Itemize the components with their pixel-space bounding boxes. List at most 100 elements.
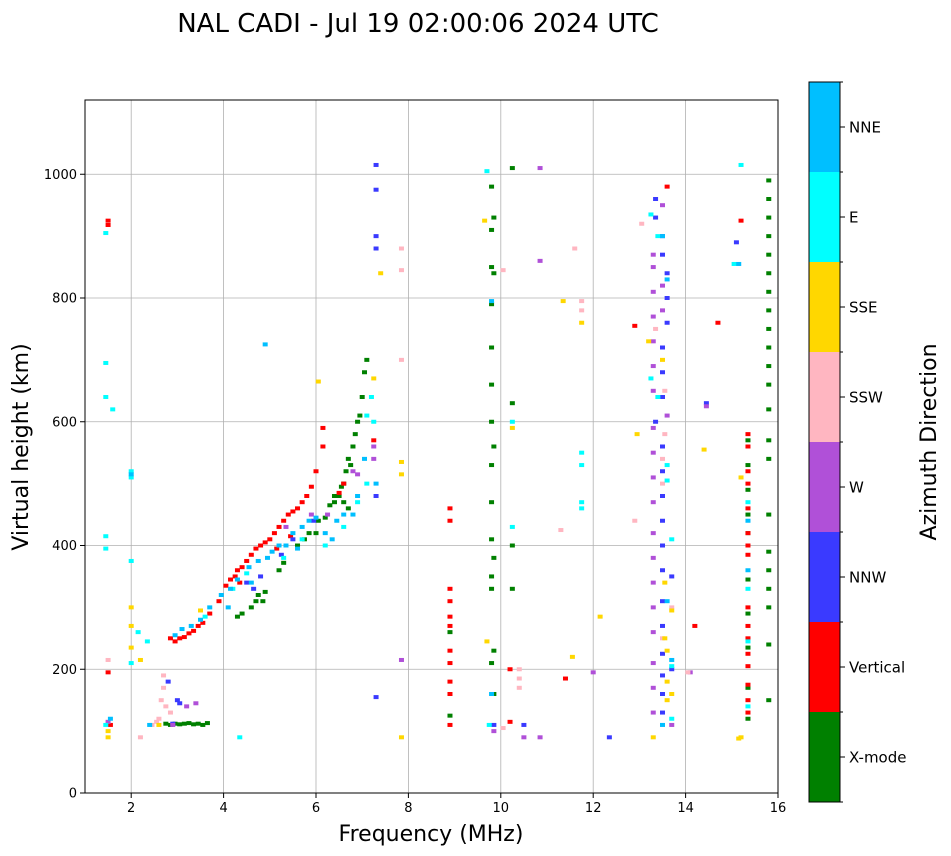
data-point — [660, 283, 665, 288]
data-point — [489, 184, 495, 189]
data-point — [398, 459, 404, 464]
data-point — [267, 537, 273, 542]
data-point — [650, 555, 656, 560]
data-point — [281, 555, 287, 560]
data-point — [223, 583, 229, 588]
series-w — [105, 166, 709, 740]
series-vertical — [105, 184, 751, 727]
data-point — [315, 379, 321, 384]
data-point — [660, 494, 665, 498]
data-point — [646, 339, 652, 344]
data-point — [447, 648, 453, 653]
data-point — [766, 289, 772, 294]
colorbar-label: SSW — [849, 389, 883, 407]
colorbar-frame — [808, 81, 841, 803]
data-point — [200, 620, 206, 625]
data-point — [447, 661, 453, 666]
data-point — [660, 543, 665, 548]
data-point — [664, 413, 670, 418]
data-point — [650, 735, 656, 740]
data-point — [248, 580, 254, 585]
data-point — [733, 240, 739, 245]
data-point — [304, 494, 310, 498]
data-point — [489, 463, 495, 468]
data-point — [313, 515, 319, 520]
data-point — [373, 481, 379, 486]
data-point — [255, 558, 261, 563]
data-point — [299, 537, 305, 542]
data-point — [489, 299, 495, 304]
data-point — [167, 636, 173, 641]
data-point — [161, 673, 167, 678]
data-point — [308, 512, 314, 517]
colorbar-label: W — [849, 479, 864, 497]
data-point — [128, 605, 134, 610]
data-point — [218, 593, 224, 597]
data-point — [343, 469, 349, 474]
data-point — [271, 531, 277, 536]
data-point — [660, 308, 665, 313]
data-point — [195, 721, 201, 726]
data-point — [165, 679, 171, 684]
data-point — [137, 735, 143, 740]
data-point — [491, 444, 497, 449]
data-point — [172, 639, 178, 644]
data-point — [669, 574, 675, 579]
colorbar-segment — [809, 172, 840, 262]
data-point — [509, 586, 515, 591]
data-point — [660, 395, 665, 399]
data-point — [650, 289, 656, 294]
data-point — [322, 515, 328, 520]
data-point — [650, 425, 656, 430]
data-point — [398, 246, 404, 251]
data-point — [650, 531, 656, 536]
data-point — [662, 388, 668, 393]
data-point — [195, 623, 201, 628]
data-point — [660, 722, 665, 727]
colorbar-label: NNW — [849, 569, 886, 587]
data-point — [228, 586, 234, 591]
data-point — [228, 577, 234, 582]
data-point — [447, 506, 453, 511]
data-point — [198, 617, 203, 622]
data-point — [264, 555, 270, 560]
data-point — [251, 586, 257, 591]
colorbar-segment — [809, 352, 840, 442]
data-point — [398, 357, 404, 362]
data-point — [170, 722, 176, 727]
data-point — [648, 376, 654, 381]
data-point — [569, 654, 575, 659]
data-point — [368, 395, 374, 399]
data-point — [253, 546, 259, 551]
data-point — [276, 543, 282, 548]
series-ssw — [105, 221, 691, 740]
x-axis-ticks: 2 4 6 8 10 12 14 16 — [127, 793, 786, 816]
data-point — [491, 722, 497, 727]
data-point — [334, 518, 340, 523]
data-point — [745, 469, 751, 474]
data-point — [489, 302, 495, 307]
data-point — [489, 265, 495, 270]
data-point — [128, 475, 134, 480]
data-point — [398, 268, 404, 273]
data-point — [579, 506, 585, 511]
data-point — [664, 320, 670, 325]
data-point — [322, 543, 328, 548]
data-point — [579, 308, 585, 313]
data-point — [745, 463, 751, 468]
data-point — [276, 524, 282, 529]
data-point — [738, 475, 744, 480]
data-point — [364, 413, 370, 418]
colorbar-segment — [809, 82, 840, 172]
data-point — [193, 701, 199, 706]
data-point — [660, 692, 665, 696]
data-point — [500, 726, 506, 731]
data-point — [105, 670, 111, 675]
data-point — [186, 631, 192, 636]
data-point — [234, 568, 240, 573]
data-point — [105, 729, 111, 734]
data-point — [703, 401, 709, 406]
data-point — [341, 481, 347, 486]
data-point — [560, 299, 566, 304]
y-tick-label: 1000 — [44, 168, 77, 183]
